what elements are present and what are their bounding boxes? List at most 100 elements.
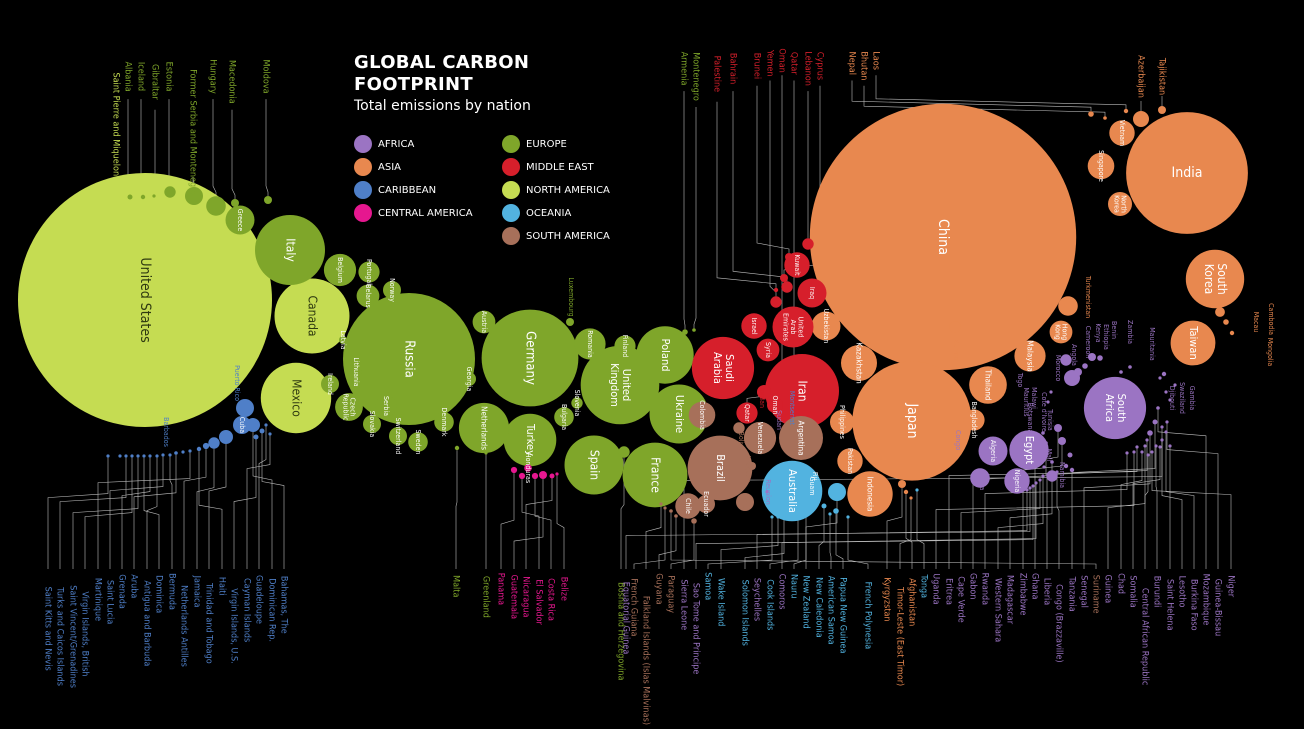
bottom-label-senegal: Senegal (1079, 575, 1089, 608)
label-argentina: Argentina (797, 420, 806, 455)
leader-moldova (265, 99, 269, 196)
bottom-label-rwanda: Rwanda (980, 573, 990, 605)
bottom-label-costa-rica: Costa Rica (546, 578, 556, 621)
label-mauritania: Mauritania (1148, 327, 1156, 361)
bubble-rwanda (1125, 451, 1129, 455)
label-kuwait: Kuwait (793, 255, 801, 277)
bubble-canada (274, 278, 350, 354)
label-south-africa: South (1115, 394, 1128, 423)
bottom-labels: Saint Kitts and Nevis Turks and Caicos Is… (43, 572, 1236, 725)
top-label-laos: Laos (871, 51, 881, 70)
bubble-mongolia (1215, 307, 1225, 317)
bottom-label-cayman-islands: Cayman Islands (242, 578, 252, 642)
bubble-singapore (1087, 152, 1115, 180)
label-cambodia: Cambodia (1267, 303, 1275, 335)
top-label-iceland: Iceland (136, 62, 146, 91)
legend-swatch (502, 204, 520, 222)
bubble-germany (481, 309, 579, 407)
bottom-label-liberia: Liberia (1042, 578, 1052, 605)
bubbles (18, 103, 1248, 524)
leader-guinea-bissau (1166, 423, 1219, 569)
label-kenya: Kenya (1094, 323, 1102, 342)
bubble-turkey (503, 413, 557, 467)
leader-dominican-rep (252, 431, 273, 569)
bubble-uganda (1132, 450, 1136, 454)
bottom-label-western-sahara: Western Sahara (993, 578, 1003, 642)
bottom-label-equatorial-guinea: Equatorial Guinea (621, 582, 631, 655)
bubble-saint-kitts-and-nevis (106, 454, 110, 458)
label-morocco: Morocco (1054, 355, 1062, 381)
leader-jamaica (196, 448, 215, 569)
top-label-azerbaijan: Azerbaijan (1136, 55, 1146, 98)
leader-madagascar (1009, 463, 1053, 569)
bubble-tajikistan (1158, 106, 1166, 114)
bubble-albania (127, 194, 133, 200)
label-algeria: Algeria (989, 440, 997, 462)
bubble-malaysia (1014, 340, 1046, 372)
label-slovenia: Slovenia (573, 390, 581, 417)
leader-brunei (756, 85, 790, 253)
label-hong-kong: Hong (1061, 324, 1069, 341)
title-line-2: FOOTPRINT (354, 74, 473, 95)
label-mauritius: Mauritius (1022, 387, 1030, 416)
bubble-mexico (260, 362, 332, 434)
bubble-serbia (375, 395, 397, 417)
bubble-kyrgyzstan (898, 480, 906, 488)
label-togo: Togo (1016, 372, 1024, 388)
legend-item-caribbean: CARIBBEAN (354, 179, 436, 201)
bubble-colombia (688, 401, 716, 429)
bubble-nigeria (1004, 468, 1030, 494)
leader-chad (1120, 453, 1143, 569)
bottom-label-belize: Belize (559, 577, 569, 601)
bubble-sierra-leone (1160, 425, 1164, 429)
label-burma: Burma (952, 340, 960, 361)
bubble-syria (756, 338, 780, 362)
bubble-lebanon (802, 238, 814, 250)
bubble-mali (1042, 465, 1046, 469)
bubble-luxembourg (566, 318, 574, 326)
bubble-china (809, 103, 1077, 371)
bottom-label-saint-vincent-grenadines: Saint Vincent/Grenadines (68, 585, 78, 688)
bottom-label-afghanistan: Afghanistan (907, 578, 917, 626)
leader-saint-kitts-and-nevis (47, 457, 109, 569)
legend-label: CENTRAL AMERICA (378, 207, 473, 219)
bubble-ireland (321, 375, 339, 393)
bubble-vietnam (1109, 120, 1135, 146)
bubble-sweden (408, 432, 428, 452)
leader-french-guiana (633, 509, 666, 569)
bubble-cameroon (1082, 363, 1088, 369)
label-djibouti: Djibouti (1168, 386, 1176, 411)
label-montserrat: Montserrat (788, 391, 796, 426)
leader-palestine (716, 101, 777, 288)
bubble-solomon-islands (782, 515, 786, 519)
label-mongolia: Mongolia (1266, 338, 1274, 367)
bubble-martinique (188, 449, 192, 453)
leader-antigua-and-barbuda (146, 457, 158, 569)
bubble-israel (741, 313, 767, 339)
bottom-label-burkina-faso: Burkina Faso (1189, 579, 1199, 631)
legend-label: NORTH AMERICA (526, 184, 610, 196)
leader-eritrea (948, 448, 1138, 569)
label-reunion: Reunion (764, 479, 772, 505)
bubble-turkmenistan (1058, 296, 1078, 316)
bubble-bermuda (168, 453, 172, 457)
label-belarus: Belarus (364, 284, 372, 308)
label-guam: Guam (808, 477, 816, 496)
top-labels: Saint Pierre and Miquelon Albania Iceland G… (111, 48, 1167, 195)
bubble-azerbaijan (1133, 111, 1149, 127)
top-label-armenia: Armenia (679, 52, 689, 86)
bubble-romania (574, 328, 606, 360)
bubble-virgin-islands-british (130, 454, 134, 458)
top-label-bhutan: Bhutan (859, 51, 869, 80)
label-tunisia: Tunisia (1046, 408, 1054, 431)
label-italy: Italy (284, 238, 298, 262)
legend-label: SOUTH AMERICA (526, 230, 610, 242)
bubble-macedonia (231, 199, 239, 207)
label-pakistan: Pakistan (846, 448, 854, 474)
bubble-el-salvador (518, 472, 526, 480)
bottom-label-chad: Chad (1116, 573, 1126, 594)
bottom-label-papua-new-guinea: Papua New Guinea (838, 577, 848, 653)
bubble-georgia (462, 372, 476, 386)
bubble-seychelles (1025, 488, 1029, 492)
bubble-fiji (813, 474, 817, 478)
